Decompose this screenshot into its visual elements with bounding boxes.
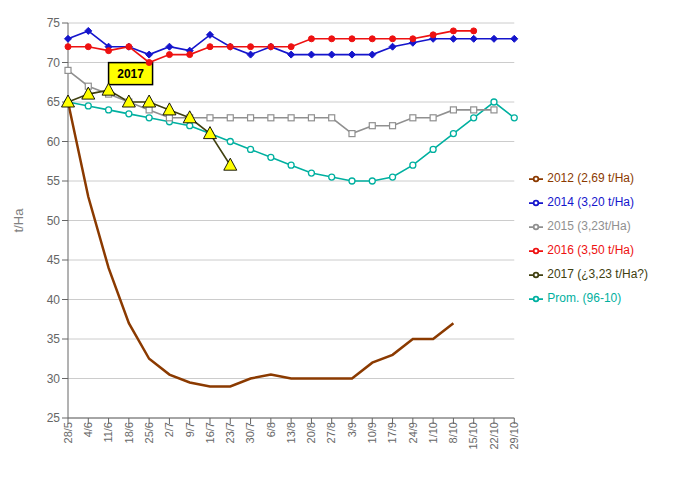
svg-text:16/7: 16/7 [204,422,216,443]
svg-text:65: 65 [47,95,61,109]
html-text:2015 (3,23t/Ha): 2015 (3,23t/Ha) [547,219,631,233]
html-text:2012 (2,69 t/Ha): 2012 (2,69 t/Ha) [547,171,634,185]
svg-text:28/5: 28/5 [62,422,74,443]
svg-text:75: 75 [47,16,61,30]
svg-text:23/7: 23/7 [224,422,236,443]
svg-text:20/8: 20/8 [305,422,317,443]
svg-text:40: 40 [47,293,61,307]
svg-text:27/8: 27/8 [326,422,338,443]
svg-text:24/9: 24/9 [407,422,419,443]
html-text:2014 (3,20 t/Ha): 2014 (3,20 t/Ha) [547,195,634,209]
svg-text:17/9: 17/9 [386,422,398,443]
svg-text:22/10: 22/10 [488,422,500,450]
svg-text:25: 25 [47,411,61,425]
svg-text:9/7: 9/7 [184,422,196,437]
svg-text:1/10: 1/10 [427,422,439,443]
svg-text:6/8: 6/8 [265,422,277,437]
svg-text:30: 30 [47,372,61,386]
svg-text:18/6: 18/6 [123,422,135,443]
svg-text:3/9: 3/9 [346,422,358,437]
svg-text:50: 50 [47,214,61,228]
svg-text:13/8: 13/8 [285,422,297,443]
html-text:2017 (¿3,23 t/Ha?): 2017 (¿3,23 t/Ha?) [547,267,648,281]
svg-text:11/6: 11/6 [102,422,114,443]
svg-text:8/10: 8/10 [447,422,459,443]
svg-text:2/7: 2/7 [163,422,175,437]
svg-text:45: 45 [47,253,61,267]
svg-text:60: 60 [47,135,61,149]
svg-text:2017: 2017 [117,67,144,81]
svg-text:t/Ha: t/Ha [11,208,26,233]
svg-text:29/10: 29/10 [508,422,520,450]
svg-text:4/6: 4/6 [82,422,94,437]
svg-text:35: 35 [47,332,61,346]
svg-text:25/6: 25/6 [143,422,155,443]
html-text:2016 (3,50 t/Ha): 2016 (3,50 t/Ha) [547,243,634,257]
html-text:Prom. (96-10): Prom. (96-10) [547,291,622,305]
svg-text:10/9: 10/9 [366,422,378,443]
svg-text:55: 55 [47,174,61,188]
svg-text:15/10: 15/10 [468,422,480,450]
svg-text:70: 70 [47,56,61,70]
svg-text:30/7: 30/7 [244,422,256,443]
